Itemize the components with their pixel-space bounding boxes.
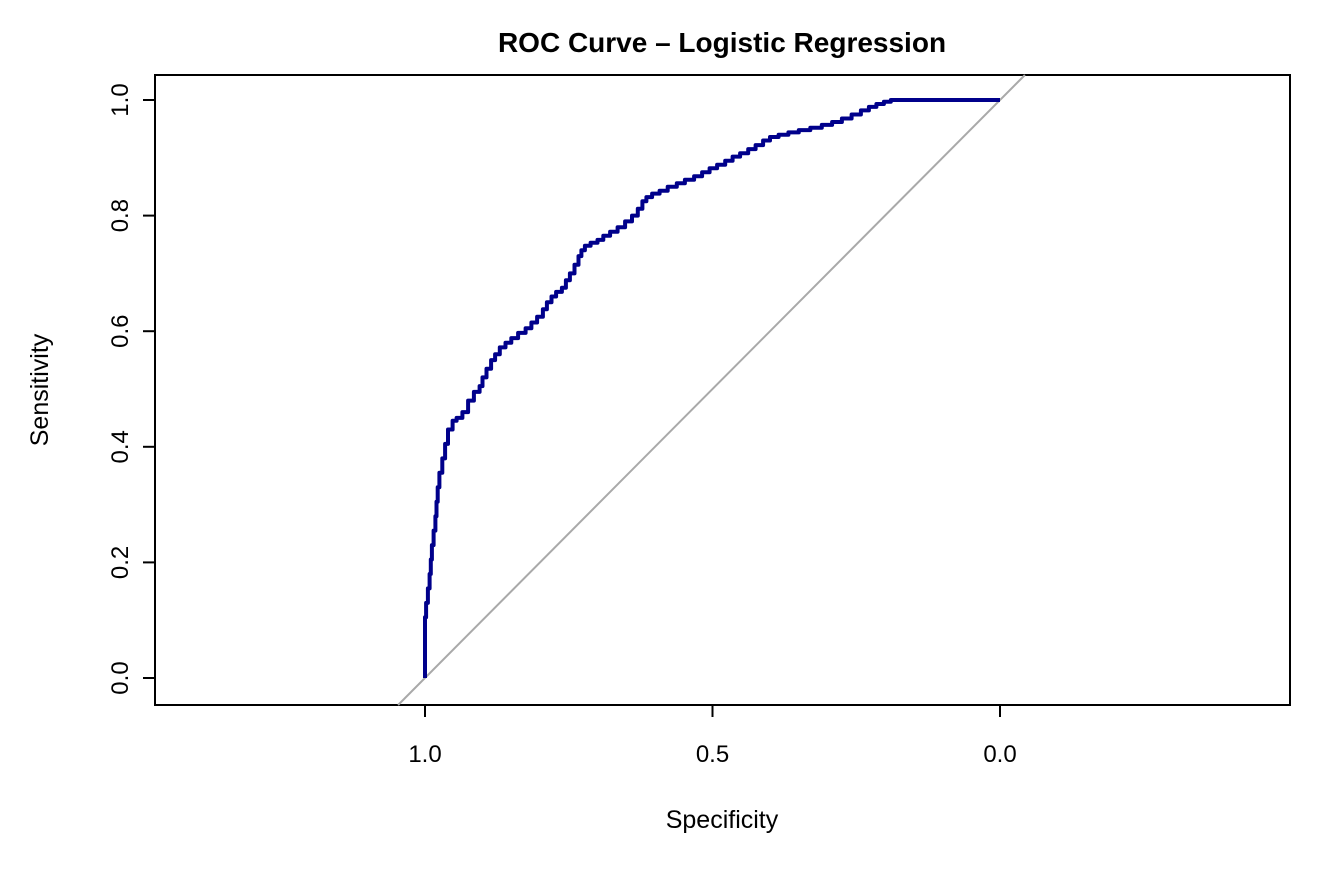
y-axis-label: Sensitivity — [26, 333, 54, 446]
x-tick-label: 0.5 — [696, 741, 729, 768]
x-tick-label: 1.0 — [408, 741, 441, 768]
y-tick-label: 0.6 — [107, 315, 134, 348]
y-axis: 0.0 0.2 0.4 0.6 0.8 1.0 — [107, 83, 155, 695]
x-axis-label: Specificity — [666, 806, 779, 834]
x-tick-label: 0.0 — [983, 741, 1016, 768]
y-tick-label: 0.8 — [107, 199, 134, 232]
y-tick-label: 1.0 — [107, 83, 134, 116]
chance-diagonal-line — [397, 74, 1026, 706]
y-tick-label: 0.0 — [107, 661, 134, 694]
y-tick-label: 0.2 — [107, 546, 134, 579]
y-tick-label: 0.4 — [107, 430, 134, 463]
x-axis: 1.0 0.5 0.0 — [408, 705, 1017, 768]
plot-box — [154, 74, 1291, 706]
chart-title: ROC Curve – Logistic Regression — [498, 27, 946, 58]
roc-curve — [423, 98, 1000, 678]
